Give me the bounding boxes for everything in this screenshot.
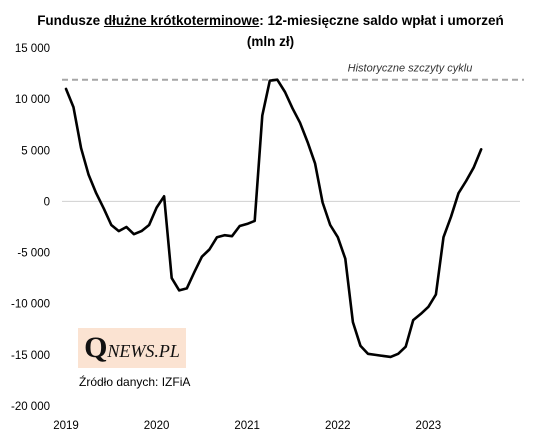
title-prefix: Fundusze [37, 13, 104, 28]
y-tick-label: 5 000 [21, 145, 50, 157]
title-unit: (mln zł) [246, 34, 295, 49]
title-suffix: : 12-miesięczne saldo wpłat i umorzeń [259, 13, 504, 28]
x-tick-label: 2023 [416, 420, 442, 432]
qnews-logo: Q NEWS.PL [78, 328, 186, 368]
y-tick-label: -20 000 [11, 401, 50, 413]
y-tick-label: -10 000 [11, 299, 50, 311]
y-tick-label: -5 000 [17, 248, 50, 260]
x-tick-label: 2022 [325, 420, 351, 432]
title-underlined: dłużne krótkoterminowe [103, 13, 260, 28]
series-line [64, 78, 483, 359]
y-tick-label: -15 000 [11, 350, 50, 362]
logo-q: Q [84, 331, 108, 364]
source-note: Źródło danych: IZFiA [79, 375, 191, 389]
y-tick-label: 10 000 [15, 94, 50, 106]
x-tick-label: 2021 [234, 420, 260, 432]
y-tick-label: 15 000 [15, 43, 50, 55]
historical-peak-label: Historyczne szczyty cyklu [348, 63, 473, 75]
x-tick-label: 2020 [144, 420, 170, 432]
x-tick-label: 2019 [53, 420, 79, 432]
chart-title: Fundusze dłużne krótkoterminowe: 12-mies… [0, 10, 541, 52]
y-tick-label: 0 [44, 196, 50, 208]
logo-text: NEWS.PL [107, 340, 180, 361]
